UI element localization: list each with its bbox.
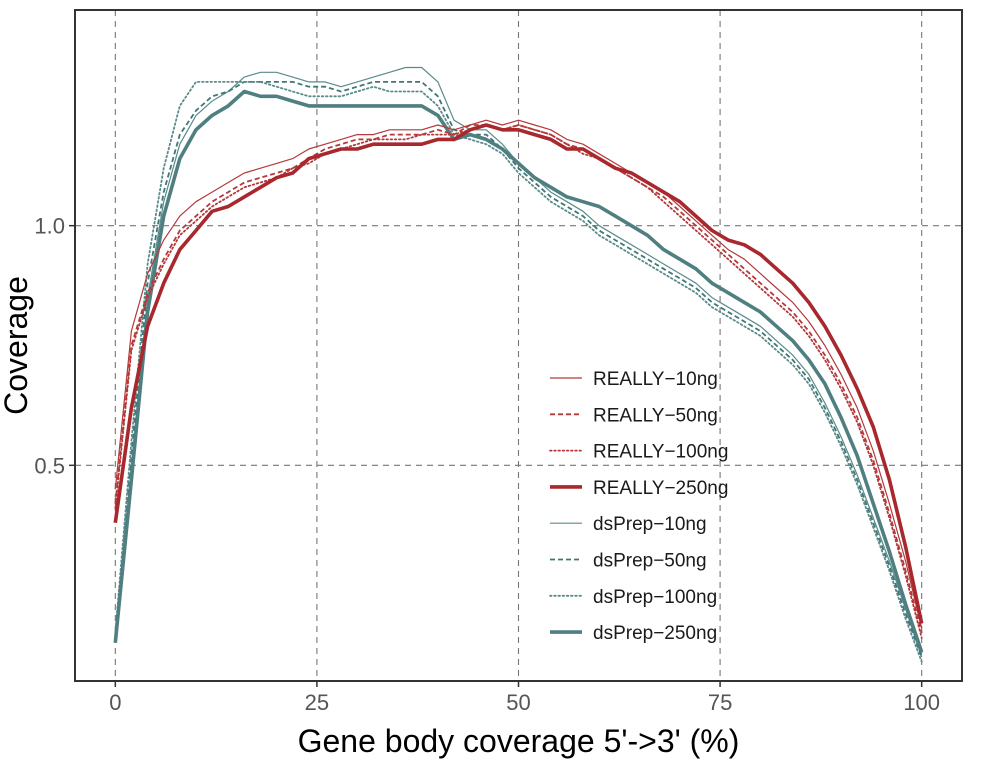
legend-label: REALLY−50ng [593, 405, 718, 426]
series-line-dsprep-100ng [114, 81, 923, 663]
legend: REALLY−10ng REALLY−50ng REALLY−100ng REALLY… [549, 369, 728, 644]
legend-label: dsPrep−250ng [593, 623, 717, 644]
y-axis-title: Coverage [0, 276, 34, 415]
series-lines [113, 66, 924, 663]
series-line-dsprep-250ng [113, 89, 924, 653]
axis-ticks: 0 25 50 75 100 0.5 1.0 [34, 214, 940, 715]
legend-label: REALLY−250ng [593, 478, 728, 499]
y-tick-label: 0.5 [34, 453, 65, 478]
x-tick-label: 75 [708, 690, 732, 715]
x-tick-label: 50 [506, 690, 530, 715]
y-tick-label: 1.0 [34, 214, 65, 239]
legend-label: REALLY−100ng [593, 442, 728, 463]
legend-label: dsPrep−50ng [593, 551, 707, 572]
x-tick-label: 0 [109, 690, 121, 715]
series-line-really-100ng [114, 124, 923, 639]
legend-label: dsPrep−100ng [593, 587, 717, 608]
x-tick-label: 100 [903, 690, 940, 715]
series-line-really-50ng [114, 124, 923, 634]
legend-label: dsPrep−10ng [593, 514, 707, 535]
legend-label: REALLY−10ng [593, 369, 718, 390]
x-axis-title: Gene body coverage 5'->3' (%) [298, 723, 740, 759]
series-line-dsprep-50ng [114, 81, 923, 658]
series-line-really-10ng [114, 119, 923, 629]
gridlines [75, 10, 962, 681]
x-tick-label: 25 [305, 690, 329, 715]
series-line-really-250ng [113, 123, 924, 624]
